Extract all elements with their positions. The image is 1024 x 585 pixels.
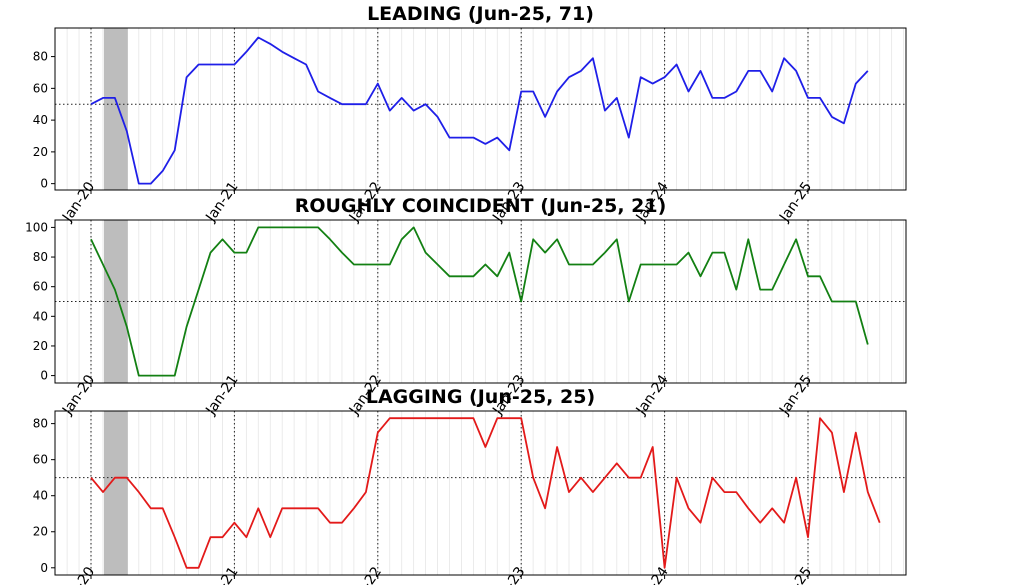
axes-frame [54,410,907,576]
plot-area [55,28,906,190]
y-tick-label: 20 [33,525,48,539]
chart-title: ROUGHLY COINCIDENT (Jun-25, 21) [295,195,667,217]
series-line [90,36,869,185]
y-tick-label: 40 [33,489,48,503]
y-tick-label: 40 [33,309,48,323]
axes-frame [54,219,907,384]
y-tick-label: 0 [40,561,48,575]
plot-area [55,411,906,575]
y-tick-label: 40 [33,113,48,127]
y-tick-label: 80 [33,250,48,264]
axes-frame [54,27,907,191]
plot-area [55,220,906,383]
series-line [90,417,881,569]
y-tick-label: 60 [33,81,48,95]
chart-panel-2: ROUGHLY COINCIDENT (Jun-25, 21) 0 20 40 60 80… [25,195,907,419]
y-tick-label: 20 [33,339,48,353]
chart-title: LAGGING (Jun-25, 25) [366,386,595,408]
series-line [90,226,869,377]
y-tick-label: 20 [33,145,48,159]
y-tick-label: 60 [33,280,48,294]
y-tick-label: 100 [25,220,48,234]
recession-shade [103,411,128,575]
y-tick-label: 80 [33,50,48,64]
y-tick-label: 60 [33,453,48,467]
y-tick-label: 0 [40,177,48,191]
y-tick-label: 0 [40,369,48,383]
chart-title: LEADING (Jun-25, 71) [367,3,594,25]
recession-shade [103,28,128,190]
chart-panel-3: LAGGING (Jun-25, 25)020406080Jan-20Jan-2… [33,386,907,585]
y-tick-label: 80 [33,417,48,431]
